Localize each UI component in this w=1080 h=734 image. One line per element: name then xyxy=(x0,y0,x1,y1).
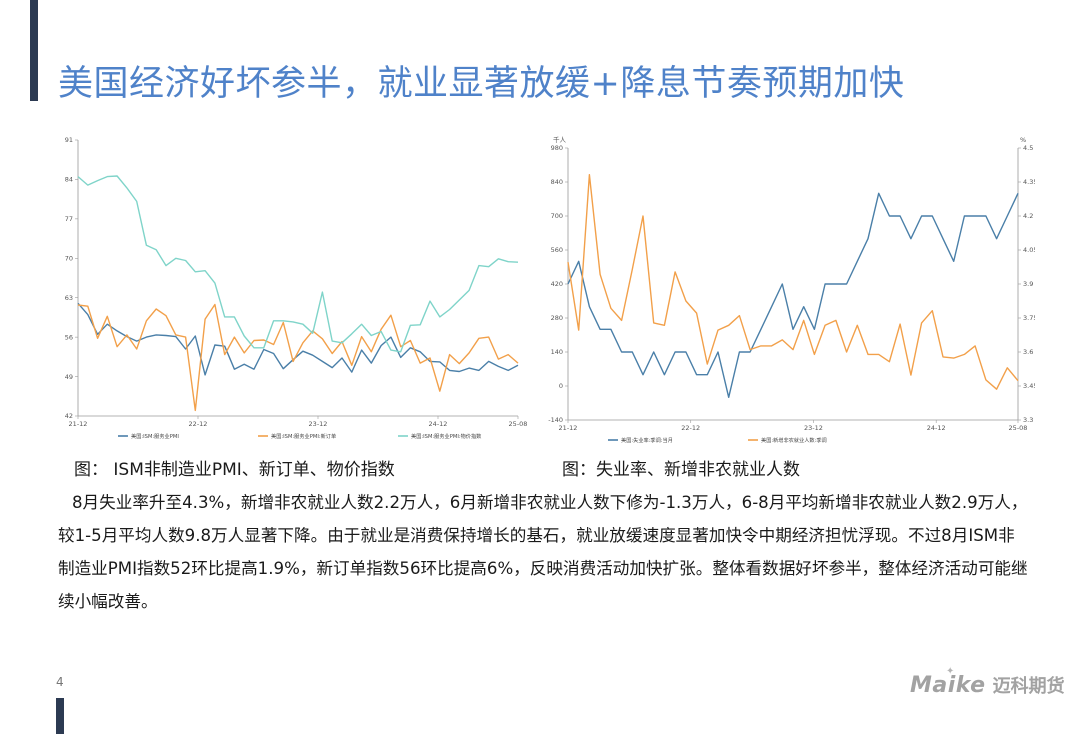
footer-accent-bar xyxy=(56,698,64,734)
y-right-tick-label: 4.35 xyxy=(1023,178,1035,186)
company-logo: ✦ Maike 迈科期货 xyxy=(910,666,1065,706)
y-left-unit-label: 千人 xyxy=(553,135,567,144)
legend-label: 美国:新增非农就业人数:季调 xyxy=(761,436,827,444)
y-tick-label: -140 xyxy=(548,416,563,424)
ism-services-pmi-chart: 42 49 56 63 70 77 84 91 21-12 22-12 23-12 24-12 25-0… xyxy=(58,130,533,450)
series-line-2 xyxy=(77,303,519,412)
y-right-tick-label: 3.75 xyxy=(1023,314,1035,322)
x-tick-label: 22-12 xyxy=(189,420,208,428)
body-paragraph: 8月失业率升至4.3%，新增非农就业人数2.2万人，6月新增非农就业人数下修为-… xyxy=(58,493,1028,611)
series-line-2 xyxy=(567,174,1019,390)
y-right-tick-label: 4.2 xyxy=(1023,212,1033,220)
legend-label: 美国:失业率:季调:当月 xyxy=(621,436,673,444)
y-tick-label: 560 xyxy=(551,246,563,254)
y-tick-label: 84 xyxy=(65,176,73,184)
y-tick-label: 70 xyxy=(65,254,73,262)
y-right-tick-label: 3.45 xyxy=(1023,382,1035,390)
left-chart-caption: 图： ISM非制造业PMI、新订单、物价指数 xyxy=(74,460,395,480)
y-right-tick-label: 3.3 xyxy=(1023,416,1033,424)
legend-label: 美国:ISM:服务业PMI:物价指数 xyxy=(411,432,482,440)
x-tick-label: 23-12 xyxy=(804,424,823,432)
title-accent-bar xyxy=(30,0,38,101)
y-tick-label: 700 xyxy=(551,212,563,220)
x-tick-label: 25-08 xyxy=(1009,424,1028,432)
y-right-tick-label: 4.5 xyxy=(1023,144,1033,152)
y-tick-label: 140 xyxy=(551,348,563,356)
y-tick-label: 91 xyxy=(65,136,73,144)
y-tick-label: 280 xyxy=(551,314,563,322)
logo-text: 迈科期货 xyxy=(992,676,1065,697)
series-line-1 xyxy=(77,302,519,376)
y-right-tick-label: 3.6 xyxy=(1023,348,1033,356)
x-tick-label: 24-12 xyxy=(429,420,448,428)
y-tick-label: 56 xyxy=(65,333,73,341)
slide-title: 美国经济好坏参半，就业显著放缓+降息节奏预期加快 xyxy=(58,64,905,104)
y-tick-label: 49 xyxy=(65,373,73,381)
legend-label: 美国:ISM:服务业PMI xyxy=(131,432,179,440)
y-right-tick-label: 4.05 xyxy=(1023,246,1035,254)
y-tick-label: 980 xyxy=(551,144,563,152)
y-tick-label: 63 xyxy=(65,294,73,302)
logo-sign-icon: ✦ xyxy=(946,666,955,677)
y-right-unit-label: % xyxy=(1020,136,1026,144)
x-tick-label: 23-12 xyxy=(309,420,328,428)
y-tick-label: 77 xyxy=(65,215,73,223)
y-right-tick-label: 3.9 xyxy=(1023,280,1033,288)
y-tick-label: 0 xyxy=(559,382,563,390)
y-tick-label: 420 xyxy=(551,280,563,288)
x-tick-label: 22-12 xyxy=(681,424,700,432)
x-tick-label: 21-12 xyxy=(69,420,88,428)
legend-label: 美国:ISM:服务业PMI:新订单 xyxy=(271,432,336,440)
x-tick-label: 25-08 xyxy=(509,420,528,428)
x-tick-label: 21-12 xyxy=(559,424,578,432)
x-tick-label: 24-12 xyxy=(927,424,946,432)
logo-mark: Maike xyxy=(910,673,986,698)
right-chart-caption: 图：失业率、新增非农就业人数 xyxy=(562,460,800,480)
unemployment-payrolls-chart: -140 0 140 280 420 560 700 840 980 3.3 3.45 3.6 3.75… xyxy=(540,130,1035,450)
series-line-1 xyxy=(567,192,1019,398)
y-tick-label: 840 xyxy=(551,178,563,186)
page-number: 4 xyxy=(56,675,64,689)
y-tick-label: 42 xyxy=(65,412,73,420)
series-line-3 xyxy=(77,175,519,353)
